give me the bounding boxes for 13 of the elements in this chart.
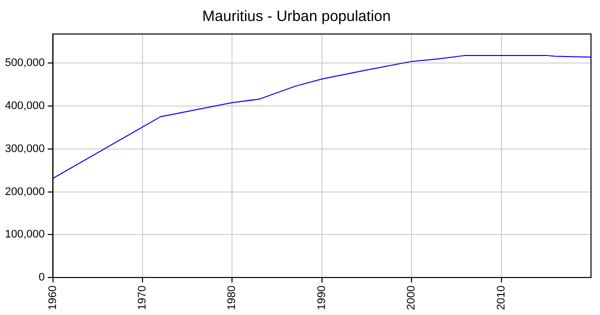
x-tick-label: 1980: [226, 286, 238, 310]
y-tick-label: 300,000: [4, 142, 45, 155]
y-tick-label: 100,000: [4, 228, 45, 241]
y-tick-label: 400,000: [4, 100, 45, 112]
x-tick-label: 1970: [136, 286, 148, 310]
chart-title: Mauritius - Urban population: [202, 8, 391, 26]
x-tick-label: 2010: [495, 286, 508, 310]
x-tick-label: 2000: [406, 286, 418, 310]
x-tick-label: 1960: [46, 286, 59, 310]
x-tick-label: 1990: [316, 286, 328, 310]
y-tick-label: 500,000: [4, 57, 45, 70]
y-tick-label: 200,000: [4, 186, 45, 198]
y-tick-label: 0: [38, 272, 45, 284]
